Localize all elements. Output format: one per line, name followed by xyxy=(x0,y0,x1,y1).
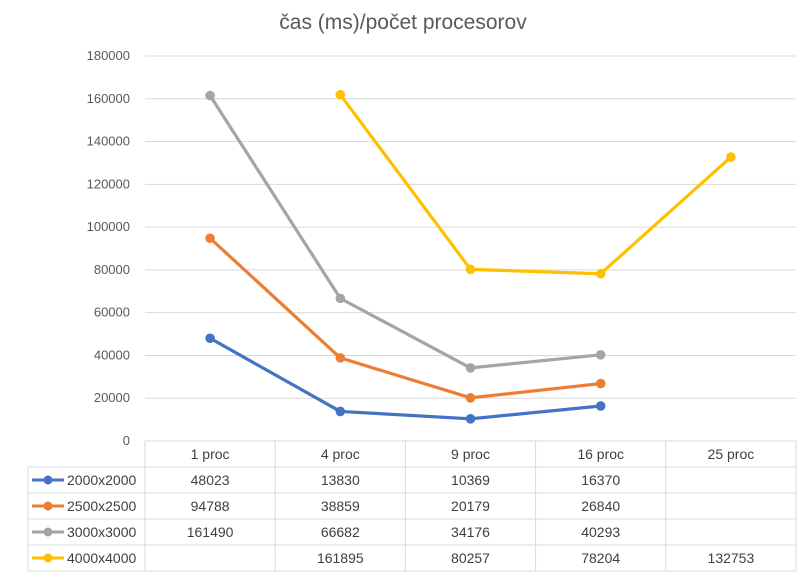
data-point xyxy=(205,90,215,101)
data-point xyxy=(726,152,736,162)
data-point xyxy=(335,89,346,100)
y-tick-label: 100000 xyxy=(87,219,130,234)
table-cell-value: 132753 xyxy=(708,550,755,566)
y-axis-tick-labels: 0 20000 40000 60000 80000 100000 120000 140000 1… xyxy=(87,48,130,448)
series-line xyxy=(208,93,603,370)
table-cell-value: 20179 xyxy=(451,498,490,514)
series-group xyxy=(335,89,736,279)
table-cell-value: 26840 xyxy=(581,498,620,514)
series-line xyxy=(208,336,603,421)
data-point xyxy=(205,233,215,244)
table-cell-value: 16370 xyxy=(581,472,620,488)
data-point xyxy=(335,353,346,363)
legend-key-marker xyxy=(43,553,53,563)
data-point xyxy=(595,268,606,279)
table-cell-value: 34176 xyxy=(451,524,490,540)
series-line xyxy=(208,236,603,400)
y-tick-label: 0 xyxy=(123,433,130,448)
series-name: 3000x3000 xyxy=(67,524,137,540)
table-cell-value: 66682 xyxy=(321,524,360,540)
y-tick-label: 20000 xyxy=(94,390,130,405)
table-cell-value: 78204 xyxy=(581,550,620,566)
x-category-label: 16 proc xyxy=(577,446,624,462)
x-category-label: 25 proc xyxy=(708,446,755,462)
x-category-label: 1 proc xyxy=(191,446,230,462)
y-tick-label: 180000 xyxy=(87,48,130,63)
x-category-label: 9 proc xyxy=(451,446,490,462)
data-point xyxy=(595,378,606,389)
data-point xyxy=(465,393,476,403)
series-lines xyxy=(205,89,736,424)
legend-key-marker xyxy=(43,475,53,485)
table-cell-value: 10369 xyxy=(451,472,490,488)
table-cell-value: 94788 xyxy=(191,498,230,514)
y-tick-label: 80000 xyxy=(94,262,130,277)
data-point xyxy=(465,264,476,275)
chart-title: čas (ms)/počet procesorov xyxy=(279,11,527,34)
table-cell-value: 38859 xyxy=(321,498,360,514)
series-line xyxy=(338,93,733,276)
data-point xyxy=(465,363,476,373)
table-cell-value: 161895 xyxy=(317,550,364,566)
series-name: 2000x2000 xyxy=(67,472,137,488)
y-tick-label: 60000 xyxy=(94,305,130,320)
table-cell-value: 40293 xyxy=(581,524,620,540)
y-tick-label: 40000 xyxy=(94,347,130,362)
data-table: 1 proc 4 proc 9 proc 16 proc 25 proc 2000x200… xyxy=(27,440,797,572)
table-cell-value: 48023 xyxy=(191,472,230,488)
data-point xyxy=(205,333,215,344)
data-point xyxy=(335,406,346,417)
legend-key-marker xyxy=(43,527,53,537)
series-name: 4000x4000 xyxy=(67,550,137,566)
data-point xyxy=(595,401,606,411)
x-category-label: 4 proc xyxy=(321,446,360,462)
data-point xyxy=(335,293,346,304)
y-tick-label: 160000 xyxy=(87,91,130,106)
gridlines xyxy=(145,55,796,399)
series-group xyxy=(205,90,606,373)
table-cell-value: 80257 xyxy=(451,550,490,566)
data-point xyxy=(595,350,606,360)
y-tick-label: 140000 xyxy=(87,134,130,149)
series-name: 2500x2500 xyxy=(67,498,137,514)
table-cell-value: 161490 xyxy=(187,524,234,540)
data-point xyxy=(465,414,476,424)
series-group xyxy=(205,233,606,403)
table-cell-value: 13830 xyxy=(321,472,360,488)
legend-key-marker xyxy=(43,501,53,511)
y-tick-label: 120000 xyxy=(87,176,130,191)
series-group xyxy=(205,333,606,424)
